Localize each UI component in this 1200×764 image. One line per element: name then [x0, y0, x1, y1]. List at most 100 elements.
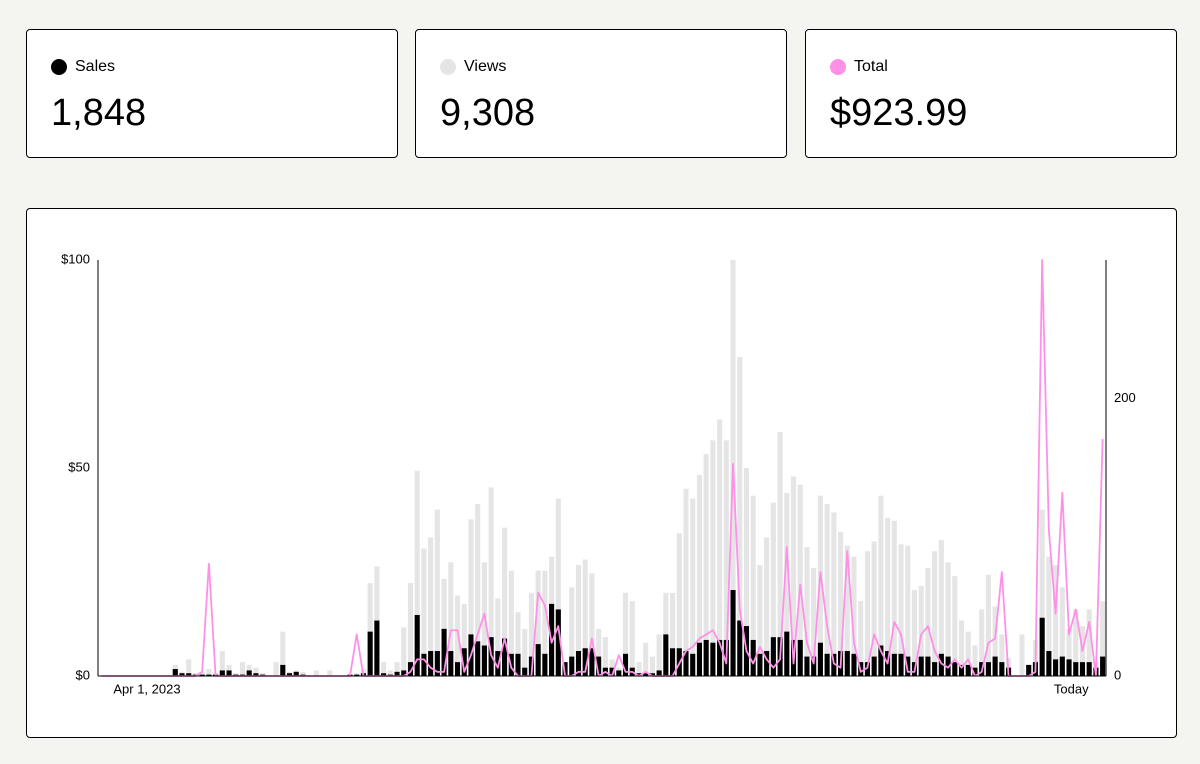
bar [764, 537, 770, 676]
bar [656, 670, 662, 676]
bar [367, 631, 373, 676]
bar [448, 651, 454, 676]
bar [461, 648, 467, 676]
bar [179, 673, 185, 676]
bar [992, 656, 998, 676]
bar [542, 570, 548, 676]
bar [1059, 656, 1065, 676]
bar [387, 670, 393, 676]
bar [831, 512, 837, 676]
bar [502, 527, 508, 676]
bar [871, 541, 877, 676]
bar [643, 642, 649, 676]
bar [199, 674, 205, 676]
bar [394, 662, 400, 676]
bar [1059, 587, 1065, 676]
bar [1026, 664, 1032, 676]
bar [273, 662, 279, 676]
bar [434, 509, 440, 676]
total-card: Total $923.99 [805, 29, 1177, 158]
bar [616, 670, 622, 676]
bar [972, 667, 978, 676]
bar [844, 545, 850, 676]
bar [280, 631, 286, 676]
bar [999, 634, 1005, 676]
bar [663, 634, 669, 676]
bar [1066, 659, 1072, 676]
bar [878, 495, 884, 676]
bar [784, 631, 790, 676]
bar [972, 645, 978, 676]
bar [421, 548, 427, 676]
bar [354, 674, 360, 676]
card-value: $923.99 [830, 92, 968, 134]
bar [811, 567, 817, 676]
legend-label: Views [464, 58, 507, 75]
bar [407, 583, 414, 676]
bar [475, 641, 481, 676]
bar [280, 664, 286, 676]
bar [750, 495, 756, 676]
bar [891, 653, 897, 676]
bar [428, 537, 434, 676]
bar [575, 565, 582, 676]
bar [589, 573, 595, 676]
bar [690, 498, 696, 676]
bar [851, 556, 857, 676]
bar [770, 502, 776, 676]
bar [1053, 565, 1059, 676]
bar [481, 645, 487, 676]
bar [784, 492, 790, 676]
bar [535, 570, 541, 676]
card-label: Sales [51, 58, 115, 76]
bar [777, 431, 783, 676]
bar [246, 670, 252, 676]
legend-dot [830, 59, 846, 75]
bar [206, 669, 212, 676]
bar [300, 671, 306, 676]
bar [367, 583, 373, 676]
bar [622, 653, 629, 676]
bar [898, 653, 904, 676]
bar [186, 673, 192, 676]
bar [582, 559, 588, 676]
card-value: 9,308 [440, 92, 536, 134]
bar [1053, 659, 1059, 676]
bar [441, 578, 447, 676]
bar [703, 454, 709, 676]
bar [824, 653, 830, 676]
bar [717, 419, 723, 676]
bar [602, 637, 608, 676]
bar [1100, 601, 1106, 676]
bar [414, 470, 420, 676]
bar [461, 603, 467, 676]
bar [636, 662, 642, 676]
bar [985, 662, 991, 676]
bar [508, 570, 514, 676]
bar [219, 651, 225, 676]
bar [327, 670, 333, 676]
bar [925, 567, 931, 676]
bar [542, 653, 548, 676]
bar [965, 631, 971, 676]
bar [414, 614, 420, 676]
bar [737, 620, 743, 676]
bar [589, 648, 595, 676]
bar [522, 667, 528, 676]
bar [670, 648, 676, 676]
bar [797, 639, 803, 676]
bar [999, 662, 1005, 676]
bar [1039, 509, 1045, 676]
bar [958, 620, 965, 676]
bar [885, 517, 891, 676]
y2-tick-label: 200 [1114, 390, 1136, 405]
bar [394, 671, 400, 676]
bar [622, 592, 629, 676]
bar [495, 598, 501, 676]
y2-tick-label: 0 [1114, 667, 1121, 682]
card-value: 1,848 [51, 92, 147, 134]
bar [629, 601, 635, 676]
bar [905, 656, 911, 676]
